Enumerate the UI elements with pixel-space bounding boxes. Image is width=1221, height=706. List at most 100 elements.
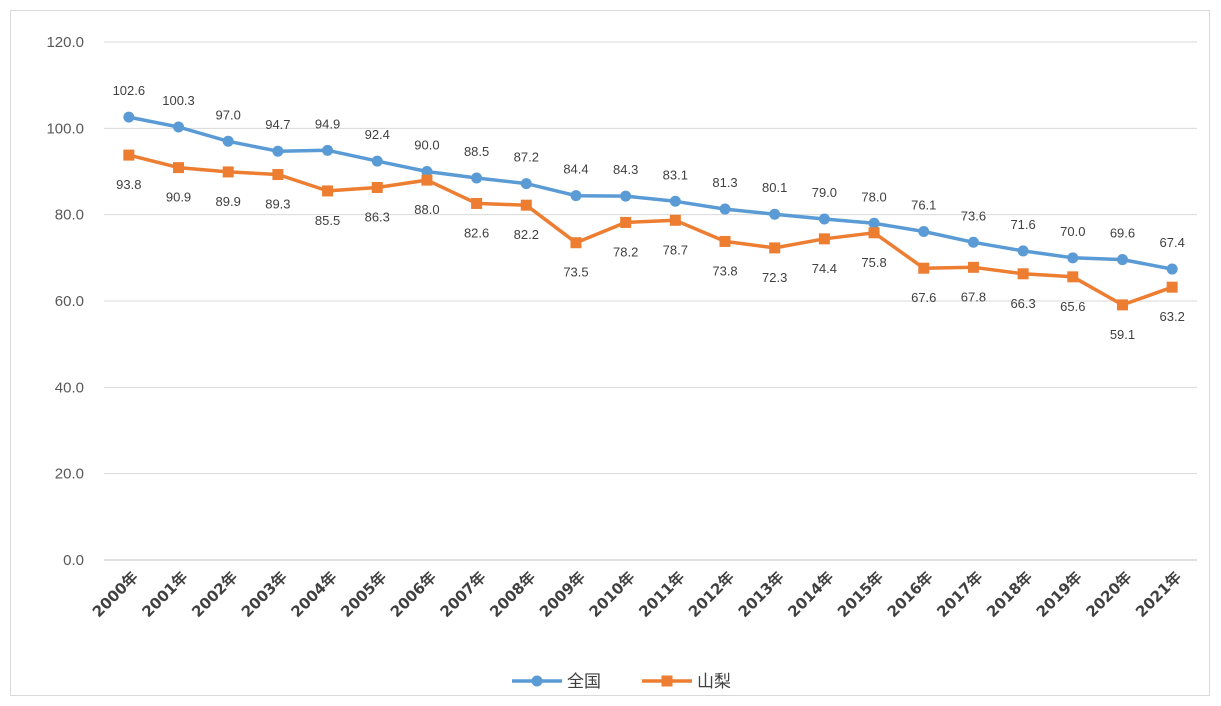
x-tick-label: 2007年: [437, 568, 490, 621]
data-point: [1067, 271, 1079, 283]
data-point: [1017, 245, 1029, 257]
data-point: [918, 262, 930, 274]
data-label: 67.6: [911, 290, 936, 305]
data-point: [967, 236, 979, 248]
data-label: 66.3: [1010, 296, 1035, 311]
data-label: 75.8: [861, 255, 886, 270]
data-label: 65.6: [1060, 299, 1085, 314]
data-point: [719, 203, 731, 215]
data-label: 59.1: [1110, 327, 1135, 342]
data-point: [719, 235, 731, 247]
data-point: [1166, 281, 1178, 293]
data-label: 88.5: [464, 144, 489, 159]
x-tick-label: 2019年: [1033, 568, 1086, 621]
x-tick-label: 2011年: [635, 568, 688, 621]
data-label: 89.9: [216, 194, 241, 209]
data-point: [222, 135, 234, 147]
data-point: [818, 213, 830, 225]
data-label: 78.0: [861, 189, 886, 204]
x-axis: 2000年2001年2002年2003年2004年2005年2006年2007年…: [89, 568, 1185, 621]
x-tick-label: 2010年: [586, 568, 639, 621]
data-point: [669, 195, 681, 207]
data-point: [421, 166, 433, 177]
data-label: 92.4: [365, 127, 390, 142]
data-point: [868, 227, 880, 239]
y-axis: 0.0 20.0 40.0 60.0 80.0 100.0 120.0: [46, 34, 84, 569]
data-point: [918, 226, 930, 238]
data-point: [322, 144, 334, 156]
data-point: [471, 172, 483, 184]
data-point: [620, 190, 632, 202]
x-tick-label: 2012年: [685, 568, 738, 621]
data-point: [421, 174, 433, 186]
x-tick-label: 2013年: [735, 568, 788, 621]
data-label: 89.3: [265, 197, 290, 212]
data-point: [371, 155, 383, 167]
data-point: [1067, 252, 1079, 264]
data-label: 82.2: [514, 227, 539, 242]
series-line-0: [127, 115, 1174, 271]
data-label: 73.6: [961, 208, 986, 223]
data-label: 67.8: [961, 289, 986, 304]
data-point: [570, 237, 582, 249]
data-label: 100.3: [162, 93, 195, 108]
data-point: [868, 217, 880, 229]
data-label: 97.0: [216, 107, 241, 122]
data-point: [173, 162, 185, 174]
x-tick-label: 2021年: [1132, 568, 1185, 621]
x-tick-label: 2005年: [337, 568, 390, 621]
data-label: 83.1: [663, 167, 688, 182]
data-label: 73.8: [712, 263, 737, 278]
y-tick-label: 120.0: [46, 34, 84, 51]
data-point: [322, 185, 334, 197]
data-point: [769, 242, 781, 254]
data-point: [520, 178, 532, 190]
data-label: 74.4: [812, 261, 837, 276]
x-tick-label: 2009年: [536, 568, 589, 621]
x-tick-label: 2000年: [89, 568, 142, 621]
x-tick-label: 2003年: [238, 568, 291, 621]
series-lines: [123, 111, 1178, 311]
chart-frame: [10, 10, 1210, 696]
data-label: 88.0: [414, 202, 439, 217]
y-tick-label: 80.0: [55, 207, 84, 224]
x-tick-label: 2018年: [983, 568, 1036, 621]
data-point: [371, 181, 383, 193]
data-point: [1166, 263, 1178, 275]
data-point: [967, 261, 979, 273]
data-point: [669, 214, 681, 226]
data-point: [1017, 268, 1029, 280]
y-tick-label: 60.0: [55, 293, 84, 310]
data-point: [272, 145, 284, 157]
x-tick-label: 2002年: [188, 568, 241, 621]
data-point: [769, 208, 781, 220]
data-label: 87.2: [514, 150, 539, 165]
x-tick-label: 2008年: [486, 568, 539, 621]
data-label: 85.5: [315, 213, 340, 228]
legend: 全国 山梨: [512, 672, 731, 692]
data-label: 72.3: [762, 270, 787, 285]
y-tick-label: 40.0: [55, 379, 84, 396]
data-point: [620, 216, 632, 228]
data-label: 94.9: [315, 116, 340, 131]
data-label: 63.2: [1160, 309, 1185, 324]
data-label: 84.4: [563, 162, 588, 177]
data-label: 90.0: [414, 138, 439, 153]
data-point: [570, 190, 582, 202]
data-point: [123, 149, 135, 161]
legend-marker-0: [531, 675, 543, 687]
data-point: [818, 233, 830, 245]
data-label: 73.5: [563, 265, 588, 280]
data-point: [222, 166, 234, 178]
data-label: 78.2: [613, 244, 638, 259]
data-label: 76.1: [911, 198, 936, 213]
data-label: 102.6: [113, 83, 146, 98]
data-label: 93.8: [116, 177, 141, 192]
data-label: 67.4: [1160, 235, 1185, 250]
data-point: [520, 199, 532, 211]
legend-label: 山梨: [697, 672, 731, 692]
x-tick-label: 2004年: [288, 568, 341, 621]
data-labels: 102.6 100.3 97.0 94.7 94.9 92.4 90.0 88.5 87.2 84…: [113, 83, 1185, 342]
data-label: 81.3: [712, 175, 737, 190]
data-point: [123, 111, 135, 123]
